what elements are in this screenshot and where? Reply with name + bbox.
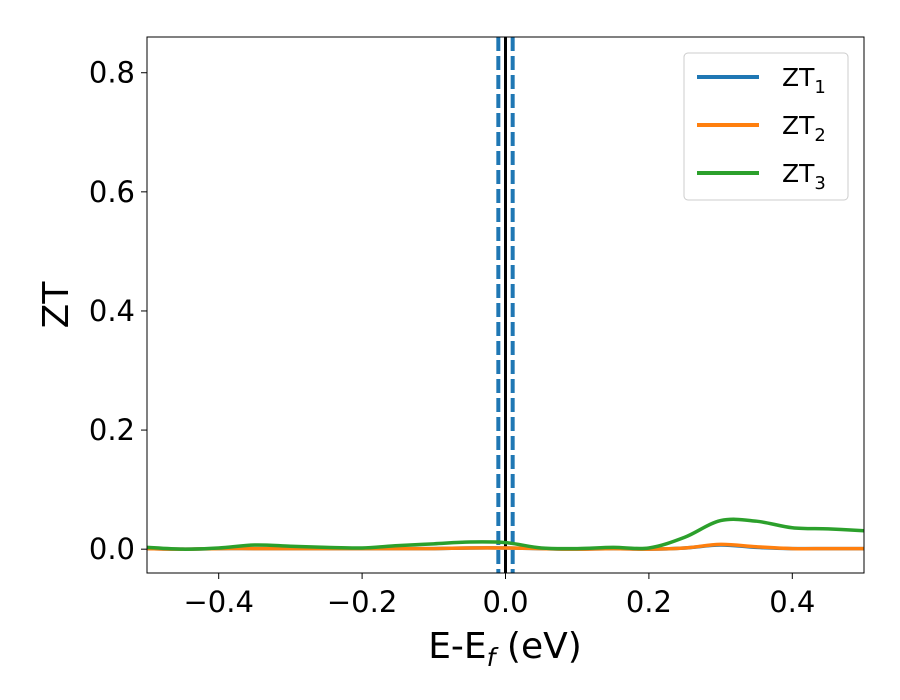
- x-axis-label: E-Ef (eV): [428, 626, 582, 672]
- y-axis-label: ZT: [36, 281, 77, 329]
- y-tick-label: 0.0: [89, 532, 135, 566]
- y-tick-label: 0.2: [89, 413, 135, 447]
- series-line-zt2: [147, 542, 864, 551]
- legend-frame: [683, 52, 849, 201]
- legend-label-zt1: ZT1: [782, 63, 826, 98]
- vertical-markers: [496, 37, 515, 573]
- y-tick-label: 0.8: [89, 56, 135, 90]
- x-tick-label: 0.0: [482, 585, 528, 619]
- y-tick-label: 0.4: [89, 294, 135, 328]
- x-tick-label: −0.4: [183, 585, 253, 619]
- series-line-zt3: [147, 517, 864, 551]
- legend: ZT1 ZT2 ZT3: [683, 52, 849, 201]
- x-tick-label: −0.2: [327, 585, 397, 619]
- y-tick-label: 0.6: [89, 175, 135, 209]
- x-tick-label: 0.2: [626, 585, 672, 619]
- y-axis-ticks: 0.0 0.2 0.4 0.6 0.8: [89, 56, 147, 566]
- x-axis-ticks: −0.4 −0.2 0.0 0.2 0.4: [183, 573, 815, 619]
- series-group: [147, 517, 864, 551]
- x-tick-label: 0.4: [769, 585, 815, 619]
- legend-label-zt2: ZT2: [782, 111, 826, 146]
- plot-area: [147, 37, 864, 573]
- legend-label-zt3: ZT3: [782, 159, 826, 194]
